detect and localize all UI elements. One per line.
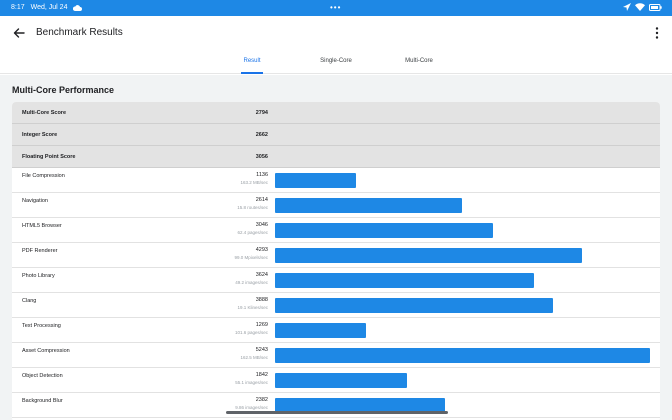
status-left: 8:17 Wed, Jul 24 bbox=[11, 4, 83, 11]
benchmark-score: 5243 bbox=[255, 347, 268, 353]
benchmark-rate: 163.2 MB/sec bbox=[240, 180, 268, 185]
summary-label: Multi-Core Score bbox=[22, 110, 67, 116]
page-title: Benchmark Results bbox=[36, 27, 123, 38]
benchmark-score: 4293 bbox=[255, 247, 268, 253]
benchmark-score: 3624 bbox=[255, 272, 268, 278]
benchmark-label: Text Processing bbox=[22, 323, 61, 329]
score-bar bbox=[275, 323, 366, 338]
score-bar bbox=[275, 223, 493, 238]
benchmark-score: 2382 bbox=[255, 397, 268, 403]
benchmark-score: 1136 bbox=[256, 172, 268, 178]
benchmark-rate: 9.86 images/sec bbox=[235, 405, 268, 410]
gesture-handle[interactable] bbox=[226, 411, 448, 414]
score-bar bbox=[275, 248, 583, 263]
benchmark-rate: 62.4 pages/sec bbox=[237, 230, 268, 235]
benchmark-row: File Compression 1136 163.2 MB/sec bbox=[12, 168, 660, 193]
benchmark-rate: 101.6 pages/sec bbox=[234, 330, 268, 335]
score-bar bbox=[275, 348, 650, 363]
benchmark-row: Photo Library 3624 49.2 images/sec bbox=[12, 268, 660, 293]
benchmark-label: Clang bbox=[22, 298, 37, 304]
score-bar bbox=[275, 173, 357, 188]
status-time: 8:17 bbox=[11, 4, 25, 11]
benchmark-label: PDF Renderer bbox=[22, 248, 58, 254]
score-bar bbox=[275, 198, 462, 213]
cloud-icon bbox=[73, 4, 83, 11]
wifi-icon bbox=[635, 3, 645, 11]
battery-icon bbox=[649, 3, 662, 11]
section-title: Multi-Core Performance bbox=[12, 85, 115, 95]
benchmark-rate: 15.8 routes/sec bbox=[237, 205, 268, 210]
benchmark-rate: 162.5 MB/sec bbox=[240, 355, 268, 360]
benchmark-row: Background Blur 2382 9.86 images/sec bbox=[12, 393, 660, 418]
summary-label: Floating Point Score bbox=[22, 154, 76, 160]
benchmark-label: File Compression bbox=[22, 173, 65, 179]
status-date: Wed, Jul 24 bbox=[30, 4, 68, 11]
summary-row: Integer Score 2662 bbox=[12, 124, 660, 146]
results-card: Multi-Core Score 2794 Integer Score 2662… bbox=[12, 102, 660, 420]
benchmark-label: Asset Compression bbox=[22, 348, 70, 354]
benchmark-row: Asset Compression 5243 162.5 MB/sec bbox=[12, 343, 660, 368]
benchmark-score: 1842 bbox=[255, 372, 268, 378]
score-bar bbox=[275, 373, 407, 388]
benchmark-row: HTML5 Browser 3046 62.4 pages/sec bbox=[12, 218, 660, 243]
more-vertical-icon[interactable] bbox=[654, 25, 660, 41]
benchmark-score: 2614 bbox=[255, 197, 268, 203]
tab-bar: Result Single-Core Multi-Core bbox=[0, 50, 672, 74]
active-tab-indicator bbox=[241, 72, 263, 74]
benchmark-row: Object Detection 1842 55.1 images/sec bbox=[12, 368, 660, 393]
benchmark-score: 3888 bbox=[255, 297, 268, 303]
status-right bbox=[623, 3, 662, 11]
benchmark-rate: 99.0 Mpixels/sec bbox=[234, 255, 268, 260]
benchmark-row: Text Processing 1269 101.6 pages/sec bbox=[12, 318, 660, 343]
benchmark-rate: 19.1 Klines/sec bbox=[237, 305, 268, 310]
benchmark-label: Object Detection bbox=[22, 373, 63, 379]
benchmark-score: 3046 bbox=[255, 222, 268, 228]
location-icon bbox=[623, 3, 631, 11]
benchmark-row: PDF Renderer 4293 99.0 Mpixels/sec bbox=[12, 243, 660, 268]
benchmark-label: Background Blur bbox=[22, 398, 63, 404]
summary-score: 2662 bbox=[255, 132, 268, 138]
status-bar: 8:17 Wed, Jul 24 ••• bbox=[0, 0, 672, 16]
summary-row: Floating Point Score 3056 bbox=[12, 146, 660, 168]
score-bar bbox=[275, 273, 535, 288]
results-content[interactable]: Multi-Core Performance Multi-Core Score … bbox=[0, 75, 672, 420]
summary-row: Multi-Core Score 2794 bbox=[12, 102, 660, 124]
arrow-left-icon[interactable] bbox=[10, 24, 28, 42]
tab-single-core[interactable]: Single-Core bbox=[320, 58, 352, 64]
summary-score: 2794 bbox=[255, 110, 268, 116]
benchmark-label: Photo Library bbox=[22, 273, 55, 279]
benchmark-rate: 49.2 images/sec bbox=[235, 280, 268, 285]
benchmark-row: Clang 3888 19.1 Klines/sec bbox=[12, 293, 660, 318]
score-bar bbox=[275, 398, 446, 413]
benchmark-row: Navigation 2614 15.8 routes/sec bbox=[12, 193, 660, 218]
benchmark-label: Navigation bbox=[22, 198, 48, 204]
tab-result[interactable]: Result bbox=[243, 58, 261, 64]
summary-label: Integer Score bbox=[22, 132, 58, 138]
benchmark-rate: 55.1 images/sec bbox=[235, 380, 268, 385]
status-center-dots: ••• bbox=[330, 3, 342, 12]
benchmark-label: HTML5 Browser bbox=[22, 223, 62, 229]
score-bar bbox=[275, 298, 554, 313]
app-bar: Benchmark Results bbox=[0, 16, 672, 50]
summary-score: 3056 bbox=[255, 154, 268, 160]
benchmark-score: 1269 bbox=[255, 322, 268, 328]
tab-multi-core[interactable]: Multi-Core bbox=[405, 58, 433, 64]
